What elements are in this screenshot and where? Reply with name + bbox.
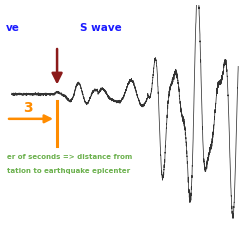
Text: er of seconds => distance from: er of seconds => distance from [7, 154, 132, 160]
Text: S wave: S wave [80, 23, 122, 33]
Text: ve: ve [6, 23, 20, 33]
Text: tation to earthquake epicenter: tation to earthquake epicenter [7, 168, 130, 174]
Text: 3: 3 [23, 101, 32, 115]
